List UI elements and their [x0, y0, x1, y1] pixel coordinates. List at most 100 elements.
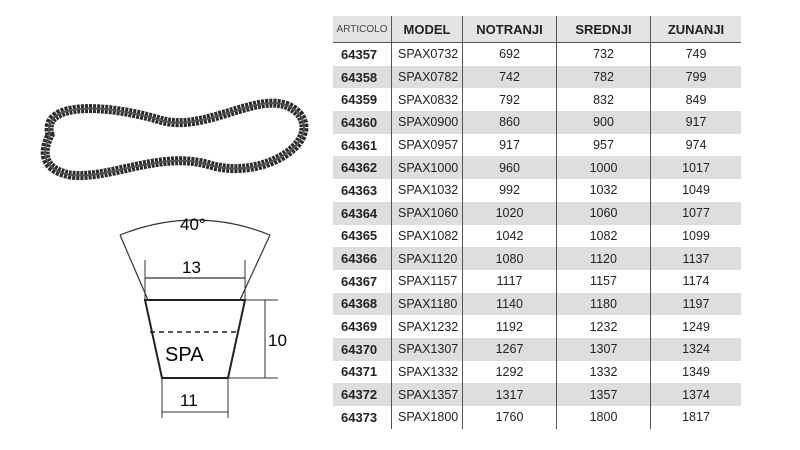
cell-zunanji: 917 [650, 111, 741, 134]
table-row: 64371 SPAX1332 1292 1332 1349 [333, 360, 741, 384]
cell-srednji: 1800 [556, 406, 651, 429]
table-row: 64367 SPAX1157 1117 1157 1174 [333, 269, 741, 293]
cell-model: SPAX1000 [391, 156, 463, 180]
cell-zunanji: 1017 [650, 156, 741, 180]
table-row: 64368 SPAX1180 1140 1180 1197 [333, 292, 741, 316]
cell-zunanji: 1349 [650, 360, 741, 384]
profile-label: SPA [165, 344, 204, 366]
cell-articolo: 64360 [333, 111, 392, 134]
cell-model: SPAX0782 [391, 65, 463, 89]
cell-model: SPAX1307 [391, 337, 463, 361]
cell-model: SPAX0957 [391, 133, 463, 157]
table-row: 64373 SPAX1800 1760 1800 1817 [333, 406, 741, 429]
cell-articolo: 64362 [333, 156, 392, 180]
cell-zunanji: 1249 [650, 315, 741, 338]
header-notranji: NOTRANJI [462, 16, 557, 43]
cell-articolo: 64363 [341, 182, 378, 198]
cell-notranji: 917 [462, 133, 557, 157]
bottom-width-label: 11 [180, 391, 198, 410]
cell-srednji: 782 [556, 65, 651, 89]
table-row: 64359 SPAX0832 792 832 849 [333, 88, 741, 112]
table-row: 64358 SPAX0782 742 782 799 [333, 65, 741, 89]
cell-zunanji: 1077 [650, 201, 741, 225]
cell-srednji: 1000 [556, 156, 651, 180]
cell-zunanji: 799 [650, 65, 741, 89]
cell-articolo: 64367 [341, 273, 378, 289]
cell-model: SPAX1032 [391, 179, 463, 202]
cell-articolo: 64357 [341, 46, 378, 62]
cell-notranji: 1267 [462, 337, 557, 361]
cell-zunanji: 849 [650, 88, 741, 112]
table-row: 64360 SPAX0900 860 900 917 [333, 111, 741, 134]
cell-srednji: 900 [556, 111, 651, 134]
cell-notranji: 792 [462, 88, 557, 112]
cell-model: SPAX1120 [391, 247, 463, 270]
cell-srednji: 1120 [556, 247, 651, 270]
cell-articolo: 64366 [333, 247, 392, 270]
cell-notranji: 742 [462, 65, 557, 89]
cell-notranji: 1042 [462, 224, 557, 248]
cell-model: SPAX1332 [391, 360, 463, 384]
cell-model: SPAX0900 [391, 111, 463, 134]
cell-notranji: 1760 [462, 406, 557, 429]
cell-articolo: 64364 [333, 201, 392, 225]
cell-srednji: 732 [556, 42, 651, 66]
cell-model: SPAX1157 [391, 269, 463, 293]
cell-notranji: 1192 [462, 315, 557, 338]
cell-articolo: 64358 [333, 65, 392, 89]
cell-zunanji: 1197 [650, 292, 741, 316]
cell-notranji: 992 [462, 179, 557, 202]
table-row: 64369 SPAX1232 1192 1232 1249 [333, 315, 741, 338]
cell-model: SPAX0732 [391, 42, 463, 66]
cell-articolo: 64369 [341, 319, 378, 335]
cell-notranji: 1117 [462, 269, 557, 293]
cell-zunanji: 1324 [650, 337, 741, 361]
cell-srednji: 1307 [556, 337, 651, 361]
table-row: 64370 SPAX1307 1267 1307 1324 [333, 337, 741, 361]
cell-srednji: 832 [556, 88, 651, 112]
cell-srednji: 1060 [556, 201, 651, 225]
cell-articolo: 64373 [341, 409, 378, 425]
angle-label: 40° [180, 215, 206, 234]
table-row: 64365 SPAX1082 1042 1082 1099 [333, 224, 741, 248]
cell-srednji: 1032 [556, 179, 651, 202]
cell-srednji: 1157 [556, 269, 651, 293]
cell-notranji: 1292 [462, 360, 557, 384]
height-label: 10 [268, 331, 287, 350]
cell-zunanji: 1817 [650, 406, 741, 429]
table-row: 64362 SPAX1000 960 1000 1017 [333, 156, 741, 180]
cell-zunanji: 1174 [650, 269, 741, 293]
cell-articolo: 64368 [333, 292, 392, 316]
cell-notranji: 1080 [462, 247, 557, 270]
cell-zunanji: 974 [650, 133, 741, 157]
table-header: ARTICOLO MODEL NOTRANJI SREDNJI ZUNANJI [333, 16, 741, 43]
cell-model: SPAX0832 [391, 88, 463, 112]
cell-srednji: 957 [556, 133, 651, 157]
table-row: 64372 SPAX1357 1317 1357 1374 [333, 383, 741, 406]
cell-srednji: 1180 [556, 292, 651, 316]
cell-articolo: 64359 [341, 92, 378, 108]
cell-notranji: 860 [462, 111, 557, 134]
table-row: 64357 SPAX0732 692 732 749 [333, 42, 741, 66]
cell-notranji: 1140 [462, 292, 557, 316]
cell-zunanji: 1374 [650, 383, 741, 406]
cell-articolo: 64371 [341, 364, 378, 380]
header-zunanji: ZUNANJI [650, 16, 741, 43]
cell-articolo: 64361 [341, 137, 378, 153]
cell-model: SPAX1180 [391, 292, 463, 316]
cell-zunanji: 1049 [650, 179, 741, 202]
cell-notranji: 1317 [462, 383, 557, 406]
cell-srednji: 1082 [556, 224, 651, 248]
table-row: 64364 SPAX1060 1020 1060 1077 [333, 201, 741, 225]
cell-zunanji: 1137 [650, 247, 741, 270]
cell-model: SPAX1082 [391, 224, 463, 248]
cell-srednji: 1357 [556, 383, 651, 406]
cell-model: SPAX1232 [391, 315, 463, 338]
cell-srednji: 1232 [556, 315, 651, 338]
cell-articolo: 64365 [341, 228, 378, 244]
cell-zunanji: 1099 [650, 224, 741, 248]
v-belt-image [40, 98, 309, 181]
cell-notranji: 692 [462, 42, 557, 66]
header-srednji: SREDNJI [556, 16, 651, 43]
cell-model: SPAX1357 [391, 383, 463, 406]
